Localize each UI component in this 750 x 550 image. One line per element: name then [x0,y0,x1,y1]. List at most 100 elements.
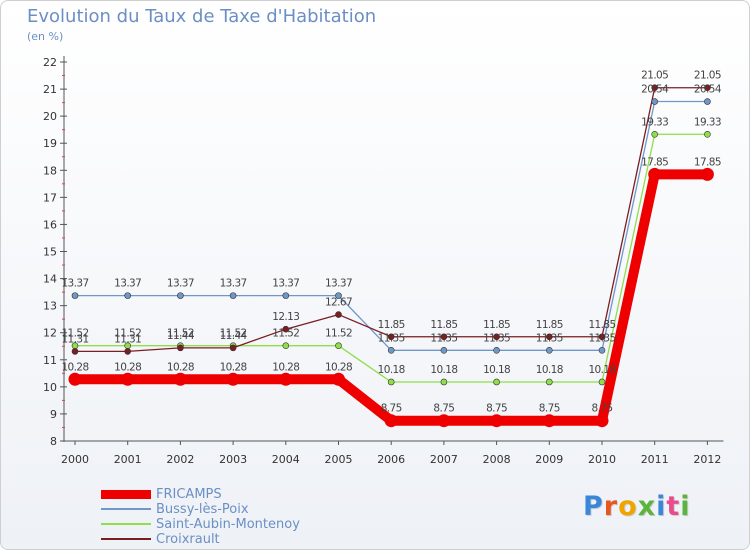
point-croixrault-2005 [335,311,342,318]
point-saint-aubin-montenoy-2005 [335,342,342,350]
point-fricamps-2000 [68,372,82,386]
point-fricamps-2003 [226,372,240,386]
data-label-croixrault-2011: 21.05 [641,70,668,82]
point-bussy-les-poix-2000 [71,292,79,299]
data-label-bussy-les-poix-2006: 11.35 [378,332,405,344]
data-label-saint-aubin-montenoy-2005: 11.52 [325,328,352,340]
data-label-fricamps-2008: 8.75 [486,403,507,415]
legend-swatch [101,538,151,540]
point-croixrault-2006 [387,333,395,341]
point-bussy-les-poix-2011 [651,98,659,105]
point-croixrault-2008 [493,333,500,341]
point-croixrault-2007 [440,333,448,341]
y-tick-label-15: 15 [43,246,57,259]
series-line-saint-aubin-montenoy [74,133,709,383]
y-tick-label-21: 21 [43,83,57,96]
point-fricamps-2002 [173,372,187,386]
point-croixrault-2012 [704,84,711,92]
data-label-saint-aubin-montenoy-2006: 10.18 [378,364,405,376]
point-bussy-les-poix-2005 [335,292,342,299]
data-label-fricamps-2007: 8.75 [433,403,454,415]
point-saint-aubin-montenoy-2010 [598,378,606,386]
x-tick-label-2012: 2012 [693,453,721,466]
data-label-croixrault-2012: 21.05 [694,70,721,82]
data-label-fricamps-2003: 10.28 [220,361,247,373]
data-label-fricamps-2002: 10.28 [167,361,194,373]
data-label-bussy-les-poix-2010: 11.35 [588,332,615,344]
x-tick-label-2002: 2002 [166,453,194,466]
y-tick-label-14: 14 [43,273,57,286]
y-tick-label-22: 22 [43,56,57,69]
data-label-croixrault-2006: 11.85 [378,319,405,331]
point-fricamps-2008 [490,414,504,428]
point-croixrault-2001 [124,348,131,355]
data-label-bussy-les-poix-2004: 13.37 [272,278,299,290]
x-tick-label-2010: 2010 [588,453,616,466]
point-fricamps-2001 [121,372,135,386]
data-label-saint-aubin-montenoy-2003: 11.52 [220,328,247,340]
series-line-croixrault [74,87,709,353]
point-bussy-les-poix-2003 [229,292,237,299]
point-bussy-les-poix-2010 [598,347,606,354]
data-label-saint-aubin-montenoy-2002: 11.52 [167,328,194,340]
point-croixrault-2000 [71,348,79,355]
x-tick-label-2011: 2011 [641,453,669,466]
y-tick-label-19: 19 [43,137,57,150]
y-tick-label-9: 9 [50,408,57,421]
data-label-saint-aubin-montenoy-2009: 10.18 [536,364,563,376]
legend-swatch [101,508,151,510]
point-fricamps-2012 [700,167,714,181]
point-saint-aubin-montenoy-2012 [704,130,711,138]
point-fricamps-2005 [332,372,345,386]
legend-item-bussy-les-poix: Bussy-lès-Poix [101,502,249,517]
data-label-croixrault-2008: 11.85 [483,319,510,331]
data-label-fricamps-2001: 10.28 [114,361,141,373]
point-croixrault-2010 [598,333,606,341]
data-label-saint-aubin-montenoy-2001: 11.52 [114,328,141,340]
data-label-croixrault-2003: 11.44 [220,330,248,342]
point-croixrault-2002 [177,344,184,352]
data-label-bussy-les-poix-2005: 13.37 [325,278,352,290]
x-tick-label-2008: 2008 [483,453,511,466]
point-bussy-les-poix-2007 [440,347,448,354]
y-tick-label-18: 18 [43,164,57,177]
x-tick-label-2006: 2006 [377,453,405,466]
data-label-croixrault-2001: 11.31 [114,333,141,345]
series-line-bussy-les-poix [74,100,709,351]
data-label-bussy-les-poix-2007: 11.35 [430,332,457,344]
chart-title: Evolution du Taux de Taxe d'Habitation [27,6,377,27]
data-label-bussy-les-poix-2000: 13.37 [61,278,88,290]
y-tick-label-10: 10 [43,381,57,394]
point-saint-aubin-montenoy-2011 [651,130,659,138]
data-label-fricamps-2011: 17.85 [641,156,668,168]
data-label-saint-aubin-montenoy-2007: 10.18 [430,364,457,376]
legend-item-croixrault: Croixrault [101,532,220,547]
legend-label: FRICAMPS [156,486,222,502]
data-label-saint-aubin-montenoy-2008: 10.18 [483,364,510,376]
legend-label: Saint-Aubin-Montenoy [156,516,300,532]
y-tick-label-8: 8 [50,435,57,448]
data-label-saint-aubin-montenoy-2011: 19.33 [641,116,668,128]
data-label-fricamps-2006: 8.75 [381,403,402,415]
point-saint-aubin-montenoy-2007 [440,378,448,386]
point-bussy-les-poix-2009 [545,347,553,354]
point-bussy-les-poix-2006 [387,347,395,354]
y-tick-label-20: 20 [43,110,57,123]
data-label-fricamps-2005: 10.28 [325,361,352,373]
y-tick-label-12: 12 [43,327,57,340]
data-label-croixrault-2000: 11.31 [61,333,88,345]
legend-swatch [101,523,151,525]
x-tick-label-2001: 2001 [114,453,142,466]
data-label-bussy-les-poix-2001: 13.37 [114,278,141,290]
point-fricamps-2006 [384,414,398,428]
x-tick-label-2009: 2009 [535,453,563,466]
point-bussy-les-poix-2008 [493,347,500,354]
legend-swatch [101,489,151,499]
x-tick-label-2007: 2007 [430,453,458,466]
chart-subtitle: (en %) [27,30,64,43]
data-label-bussy-les-poix-2011: 20.54 [641,84,669,96]
data-label-bussy-les-poix-2002: 13.37 [167,278,194,290]
x-tick-label-2005: 2005 [325,453,353,466]
data-label-bussy-les-poix-2009: 11.35 [536,332,563,344]
